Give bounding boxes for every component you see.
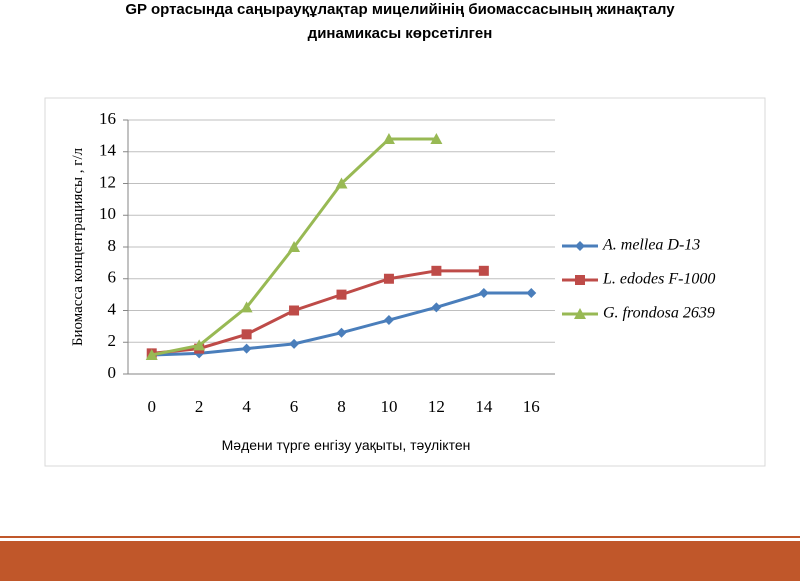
point — [240, 301, 253, 313]
x-axis-label: Мәдени түрге енгізу уақыты, тәуліктен — [222, 437, 471, 453]
y-tick-label: 14 — [99, 141, 117, 160]
point — [241, 329, 252, 340]
point — [526, 288, 537, 299]
x-tick-label: 16 — [523, 397, 540, 416]
legend-label: A. mellea D-13 — [602, 237, 700, 254]
legend-label: L. edodes F-1000 — [602, 271, 715, 288]
point — [574, 308, 586, 319]
x-tick-label: 14 — [475, 397, 493, 416]
y-tick-label: 4 — [108, 299, 117, 318]
point — [289, 305, 300, 316]
point — [383, 273, 394, 284]
point — [193, 339, 206, 351]
y-tick-label: 2 — [108, 331, 117, 350]
y-tick-label: 12 — [99, 172, 116, 191]
y-tick-label: 16 — [99, 109, 116, 128]
y-tick-label: 6 — [108, 268, 117, 287]
chart-frame — [44, 97, 766, 467]
point — [145, 348, 158, 360]
y-tick-label: 8 — [108, 236, 117, 255]
x-tick-label: 0 — [147, 397, 156, 416]
point — [241, 343, 252, 354]
point — [336, 327, 347, 338]
y-tick-label: 10 — [99, 204, 116, 223]
point — [289, 338, 300, 349]
x-tick-label: 8 — [337, 397, 346, 416]
y-tick-label: 0 — [108, 363, 117, 382]
chart-title: динамикасы көрсетілген — [308, 25, 493, 42]
point — [430, 133, 443, 145]
point — [431, 302, 442, 313]
point — [478, 288, 489, 299]
point — [431, 265, 442, 276]
point — [336, 289, 347, 300]
point — [382, 133, 395, 145]
legend-label: G. frondosa 2639 — [603, 305, 715, 322]
x-tick-label: 10 — [380, 397, 397, 416]
footer-bar — [0, 541, 800, 581]
point — [383, 315, 394, 326]
point — [478, 265, 489, 276]
point — [335, 177, 348, 189]
chart-title: GP ортасында саңырауқұлақтар мицелийінің… — [125, 1, 675, 18]
y-axis-label: Биомасса концентрациясы , г/л — [70, 147, 86, 346]
point — [288, 241, 301, 252]
point — [575, 275, 585, 285]
x-tick-label: 12 — [428, 397, 445, 416]
series-line — [151, 269, 484, 355]
x-tick-label: 2 — [195, 397, 204, 416]
point — [575, 241, 585, 251]
x-tick-label: 6 — [290, 397, 299, 416]
x-tick-label: 4 — [242, 397, 251, 416]
